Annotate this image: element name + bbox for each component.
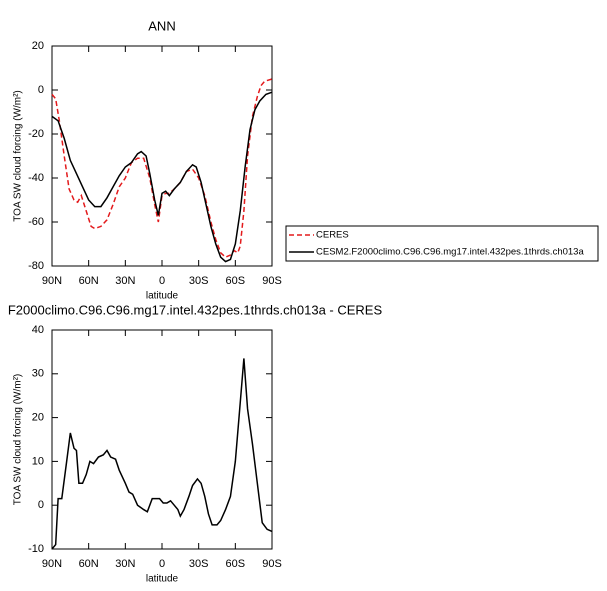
y-axis-label: TOA SW cloud forcing (W/m²) (13, 90, 24, 222)
y-tick-label: 20 (32, 40, 44, 52)
x-tick-label: 90S (262, 558, 282, 570)
x-tick-label: 60S (226, 275, 246, 287)
x-tick-label: 60N (79, 558, 99, 570)
x-tick-label: 60N (79, 275, 99, 287)
x-tick-label: 0 (159, 275, 165, 287)
y-tick-label: 30 (32, 368, 44, 380)
y-tick-label: 0 (38, 84, 44, 96)
plot-frame (51, 45, 273, 267)
data-line (51, 358, 273, 550)
legend-box (285, 225, 599, 262)
y-tick-label: 20 (32, 412, 44, 424)
x-tick-label: 30N (115, 558, 135, 570)
data-line (51, 78, 273, 259)
x-tick-label: 30S (189, 275, 209, 287)
x-tick-label: 60S (226, 558, 246, 570)
x-tick-label: 90S (262, 275, 282, 287)
y-tick-label: -10 (28, 543, 44, 555)
x-tick-label: 0 (159, 558, 165, 570)
legend-label: CERES (316, 230, 349, 241)
y-axis-label: TOA SW cloud forcing (W/m²) (13, 374, 24, 506)
plot-frame (51, 329, 273, 550)
x-tick-label: 90N (42, 558, 62, 570)
legend-label: CESM2.F2000climo.C96.C96.mg17.intel.432p… (316, 247, 584, 258)
y-tick-label: -80 (28, 260, 44, 272)
chart-title: F2000climo.C96.C96.mg17.intel.432pes.1th… (8, 302, 383, 317)
y-tick-label: 40 (32, 324, 44, 336)
x-axis-label: latitude (146, 291, 179, 302)
y-tick-label: -40 (28, 172, 44, 184)
x-tick-label: 30S (189, 558, 209, 570)
y-tick-label: -20 (28, 128, 44, 140)
y-tick-label: 0 (38, 499, 44, 511)
data-line (51, 91, 273, 263)
y-tick-label: 10 (32, 455, 44, 467)
y-tick-label: -60 (28, 216, 44, 228)
x-tick-label: 90N (42, 275, 62, 287)
chart-title: ANN (148, 18, 175, 33)
x-axis-label: latitude (146, 574, 179, 585)
x-tick-label: 30N (115, 275, 135, 287)
